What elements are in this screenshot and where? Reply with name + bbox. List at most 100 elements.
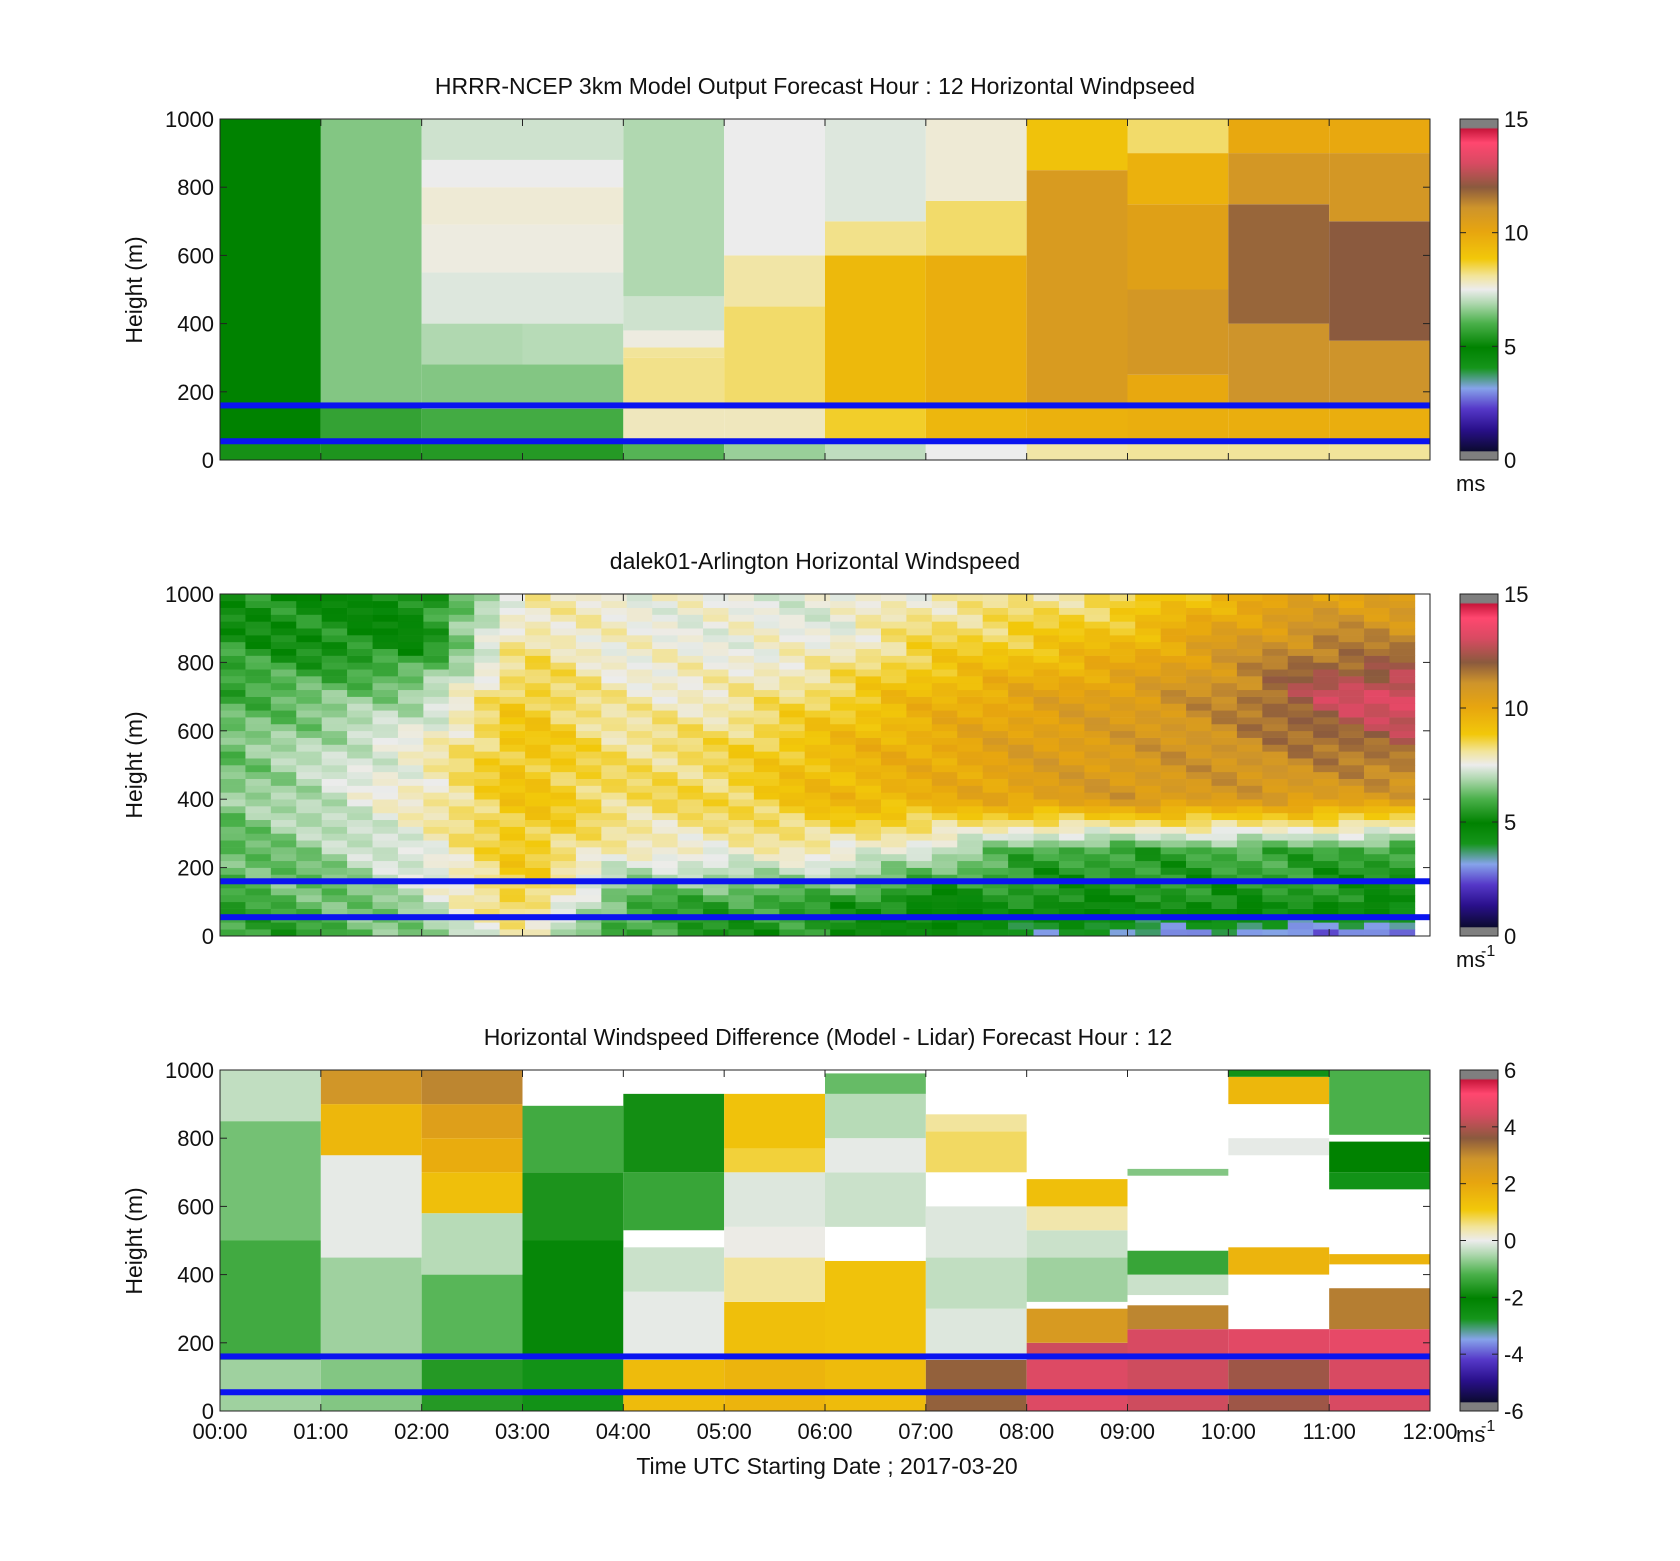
heatmap-cell xyxy=(1008,730,1034,738)
heatmap-cell xyxy=(1033,689,1060,697)
heatmap-cell xyxy=(957,662,983,670)
heatmap-cell xyxy=(1338,635,1365,643)
heatmap-cell xyxy=(499,723,526,732)
heatmap-cell xyxy=(728,819,755,827)
heatmap-cell xyxy=(652,867,678,875)
heatmap-cell xyxy=(522,1359,624,1411)
heatmap-cell xyxy=(296,881,322,889)
heatmap-cell xyxy=(245,655,272,663)
heatmap-cell xyxy=(474,751,500,759)
heatmap-cell xyxy=(957,600,983,608)
heatmap-cell xyxy=(397,785,424,793)
heatmap-cell xyxy=(321,696,348,704)
heatmap-cell xyxy=(1186,799,1212,807)
heatmap-cell xyxy=(1135,696,1161,704)
heatmap-cell xyxy=(1033,607,1060,615)
heatmap-cell xyxy=(575,669,602,677)
heatmap-cell xyxy=(448,751,475,759)
heatmap-cell xyxy=(1338,751,1365,759)
colorbar-unit: ms xyxy=(1456,471,1485,496)
heatmap-cell xyxy=(931,812,958,821)
heatmap-cell xyxy=(296,929,322,937)
heatmap-cell xyxy=(753,621,780,629)
heatmap-cell xyxy=(906,765,933,773)
heatmap-cell xyxy=(906,894,933,903)
heatmap-cell xyxy=(1058,785,1085,793)
heatmap-cell xyxy=(525,669,551,677)
heatmap-cell xyxy=(270,676,297,684)
heatmap-cell xyxy=(1186,737,1212,745)
heatmap-cell xyxy=(728,662,755,670)
heatmap-cell xyxy=(703,765,729,773)
heatmap-cell xyxy=(321,881,348,889)
heatmap-cell xyxy=(321,621,348,629)
heatmap-cell xyxy=(1109,840,1136,848)
heatmap-cell xyxy=(855,888,882,896)
heatmap-cell xyxy=(779,771,806,779)
heatmap-cell xyxy=(421,439,523,460)
heatmap-cell xyxy=(550,682,577,691)
heatmap-cell xyxy=(1338,812,1365,821)
heatmap-cell xyxy=(372,771,399,779)
heatmap-cell xyxy=(321,607,348,615)
heatmap-cell xyxy=(1338,874,1365,882)
heatmap-cell xyxy=(397,799,424,807)
heatmap-cell xyxy=(906,901,933,909)
heatmap-cell xyxy=(728,901,755,909)
heatmap-cell xyxy=(1109,833,1136,841)
heatmap-cell xyxy=(423,737,450,745)
heatmap-cell xyxy=(855,600,882,608)
heatmap-cell xyxy=(499,778,526,786)
heatmap-cell xyxy=(753,669,780,677)
heatmap-cells xyxy=(220,119,1430,460)
heatmap-cell xyxy=(1389,600,1416,608)
heatmap-cell xyxy=(1389,703,1416,711)
heatmap-cell xyxy=(753,696,780,704)
heatmap-cell xyxy=(474,655,500,663)
heatmap-cell xyxy=(397,635,424,643)
heatmap-cell xyxy=(220,847,246,855)
heatmap-cell xyxy=(372,847,399,855)
heatmap-cell xyxy=(1058,614,1085,622)
heatmap-cell xyxy=(575,696,602,704)
heatmap-cell xyxy=(880,881,907,889)
heatmap-cell xyxy=(1338,853,1365,862)
heatmap-cell xyxy=(677,860,704,868)
heatmap-cell xyxy=(245,812,272,821)
heatmap-cell xyxy=(601,607,628,615)
heatmap-cell xyxy=(830,751,856,759)
heatmap-cell xyxy=(1084,853,1111,862)
heatmap-cell xyxy=(1389,669,1416,677)
heatmap-cell xyxy=(626,799,653,807)
heatmap-cell xyxy=(925,200,1027,256)
heatmap-cell xyxy=(1313,594,1339,602)
heatmap-cell xyxy=(421,272,523,324)
heatmap-cell xyxy=(779,717,806,725)
heatmap-cell xyxy=(1160,894,1187,903)
heatmap-cell xyxy=(931,826,958,834)
x-ticks xyxy=(219,119,1431,460)
heatmap-cell xyxy=(397,751,424,759)
heatmap-cell xyxy=(880,799,907,807)
heatmap-cell xyxy=(753,614,780,622)
heatmap-cell xyxy=(906,785,933,793)
heatmap-cell xyxy=(423,682,450,691)
heatmap-cell xyxy=(270,730,297,738)
heatmap-cell xyxy=(220,867,246,875)
heatmap-cell xyxy=(1160,881,1187,889)
heatmap-cell xyxy=(601,682,628,691)
heatmap-cell xyxy=(1008,819,1034,827)
heatmap-cell xyxy=(474,703,500,711)
heatmap-cell xyxy=(347,730,373,738)
heatmap-cell xyxy=(753,641,780,650)
heatmap-cell xyxy=(321,819,348,827)
heatmap-cell xyxy=(1236,922,1263,930)
heatmap-cell xyxy=(423,600,450,608)
heatmap-cell xyxy=(347,607,373,615)
heatmap-cell xyxy=(1287,819,1314,827)
heatmap-cell xyxy=(296,717,322,725)
heatmap-cell xyxy=(1058,594,1085,602)
heatmap-cell xyxy=(1186,594,1212,602)
heatmap-cell xyxy=(753,881,780,889)
heatmap-cell xyxy=(1186,778,1212,786)
